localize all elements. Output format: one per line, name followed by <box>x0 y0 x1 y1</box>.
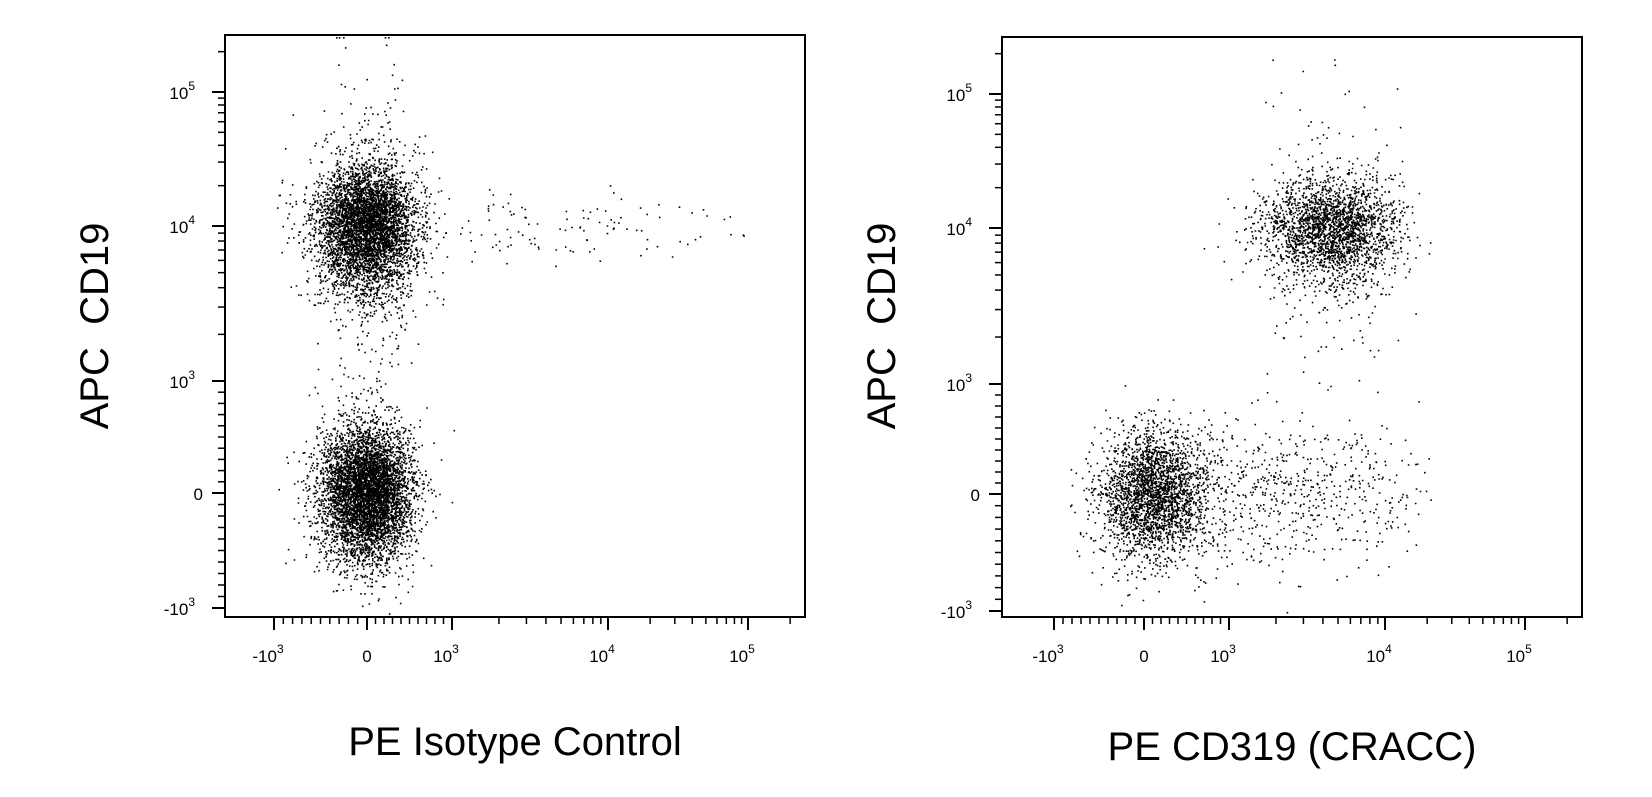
left-plot-ticks <box>212 50 791 630</box>
event-dots <box>1070 385 1242 607</box>
y-tick-exponent: 3 <box>188 595 195 609</box>
y-tick-label-2: 0 <box>971 486 980 505</box>
y-tick-label-2: 0 <box>194 485 203 504</box>
right-plot-frame <box>1001 36 1583 618</box>
event-population-2 <box>1070 385 1242 607</box>
left-x-axis-title: PE Isotype Control <box>348 720 682 764</box>
y-tick-exponent: 3 <box>965 371 972 385</box>
right-y-axis-title: APC CD19 <box>860 223 904 430</box>
x-tick-label-2: 0 <box>1139 647 1148 666</box>
left-plot-events <box>277 37 745 615</box>
x-tick-exponent: 3 <box>1229 642 1236 656</box>
right-x-axis-title: PE CD319 (CRACC) <box>1108 725 1477 769</box>
right-plot-events <box>1070 59 1432 614</box>
x-tick-exponent: 4 <box>1385 642 1392 656</box>
event-dots <box>278 375 456 615</box>
x-tick-exponent: 3 <box>277 642 284 656</box>
y-tick-exponent: 4 <box>188 213 195 227</box>
y-tick-exponent: 3 <box>188 368 195 382</box>
y-tick-exponent: 3 <box>965 598 972 612</box>
x-tick-label-2: 0 <box>362 647 371 666</box>
x-tick-exponent: 3 <box>1057 642 1064 656</box>
x-tick-exponent: 3 <box>452 642 459 656</box>
y-tick-exponent: 5 <box>188 79 195 93</box>
x-tick-exponent: 5 <box>1525 642 1532 656</box>
left-y-axis-title: APC CD19 <box>73 223 117 430</box>
right-plot-ticks <box>989 52 1568 630</box>
left-plot-frame <box>224 34 806 618</box>
y-tick-exponent: 4 <box>965 215 972 229</box>
x-tick-exponent: 5 <box>748 642 755 656</box>
x-tick-exponent: 4 <box>608 642 615 656</box>
y-tick-exponent: 5 <box>965 81 972 95</box>
event-population-2 <box>278 375 456 615</box>
